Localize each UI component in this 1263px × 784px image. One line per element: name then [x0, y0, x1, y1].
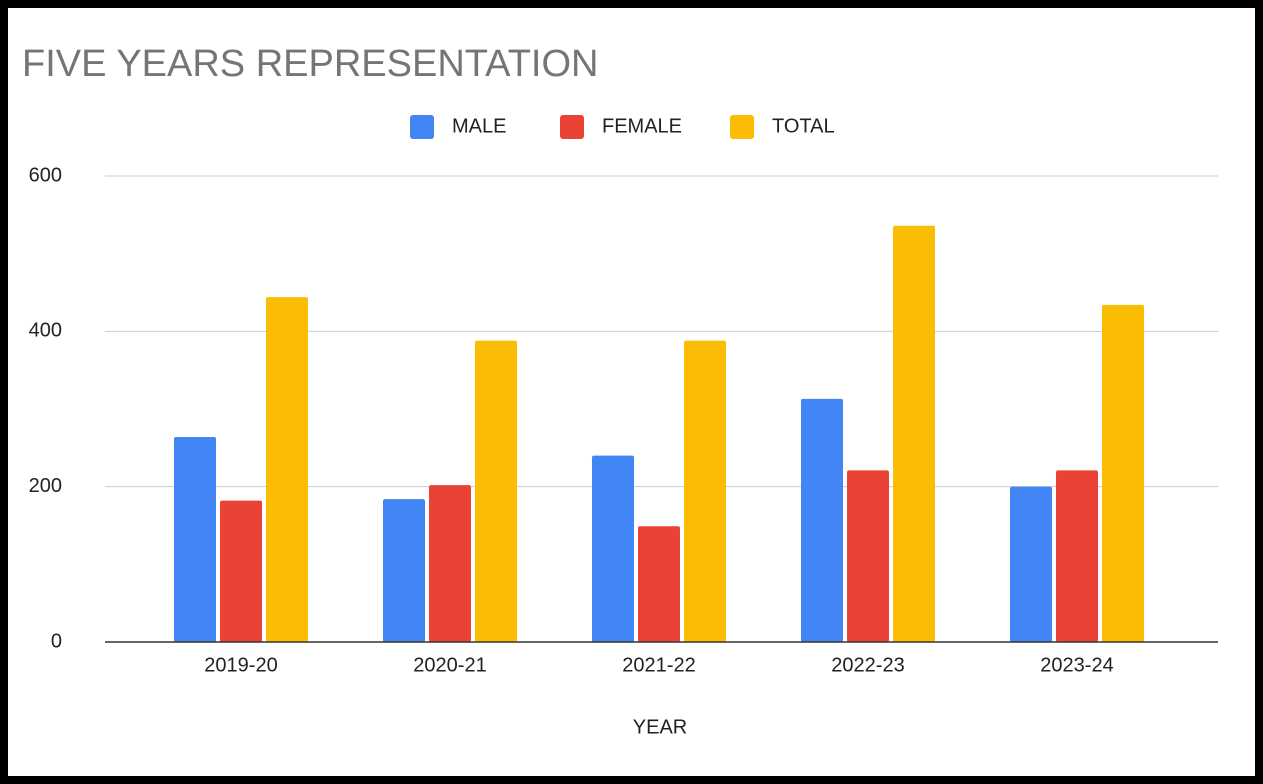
bar [638, 526, 680, 642]
bar [174, 436, 216, 642]
x-tick-label: 2023-24 [1040, 654, 1113, 676]
legend-label: TOTAL [772, 115, 835, 137]
y-tick-label: 600 [29, 164, 62, 186]
bar [592, 455, 634, 642]
bar [847, 470, 889, 642]
legend-swatch [730, 115, 754, 139]
bar [475, 340, 517, 642]
x-tick-label: 2020-21 [413, 654, 486, 676]
bar [1056, 470, 1098, 642]
y-tick-label: 200 [29, 475, 62, 497]
legend-label: FEMALE [602, 115, 682, 137]
bar [1010, 486, 1052, 642]
bar [1102, 304, 1144, 642]
legend-swatch [560, 115, 584, 139]
bar [893, 225, 935, 642]
bar [684, 340, 726, 642]
x-tick-label: 2022-23 [831, 654, 904, 676]
legend-swatch [410, 115, 434, 139]
legend-label: MALE [452, 115, 506, 137]
x-axis-label: YEAR [633, 716, 687, 738]
bar [266, 297, 308, 642]
chart-title: FIVE YEARS REPRESENTATION [22, 43, 598, 85]
bar [429, 485, 471, 642]
bar [383, 499, 425, 642]
y-tick-label: 0 [51, 630, 62, 652]
chart-background [8, 8, 1255, 776]
y-tick-label: 400 [29, 320, 62, 342]
x-tick-label: 2019-20 [204, 654, 277, 676]
bar [220, 500, 262, 642]
x-tick-label: 2021-22 [622, 654, 695, 676]
bar [801, 398, 843, 642]
